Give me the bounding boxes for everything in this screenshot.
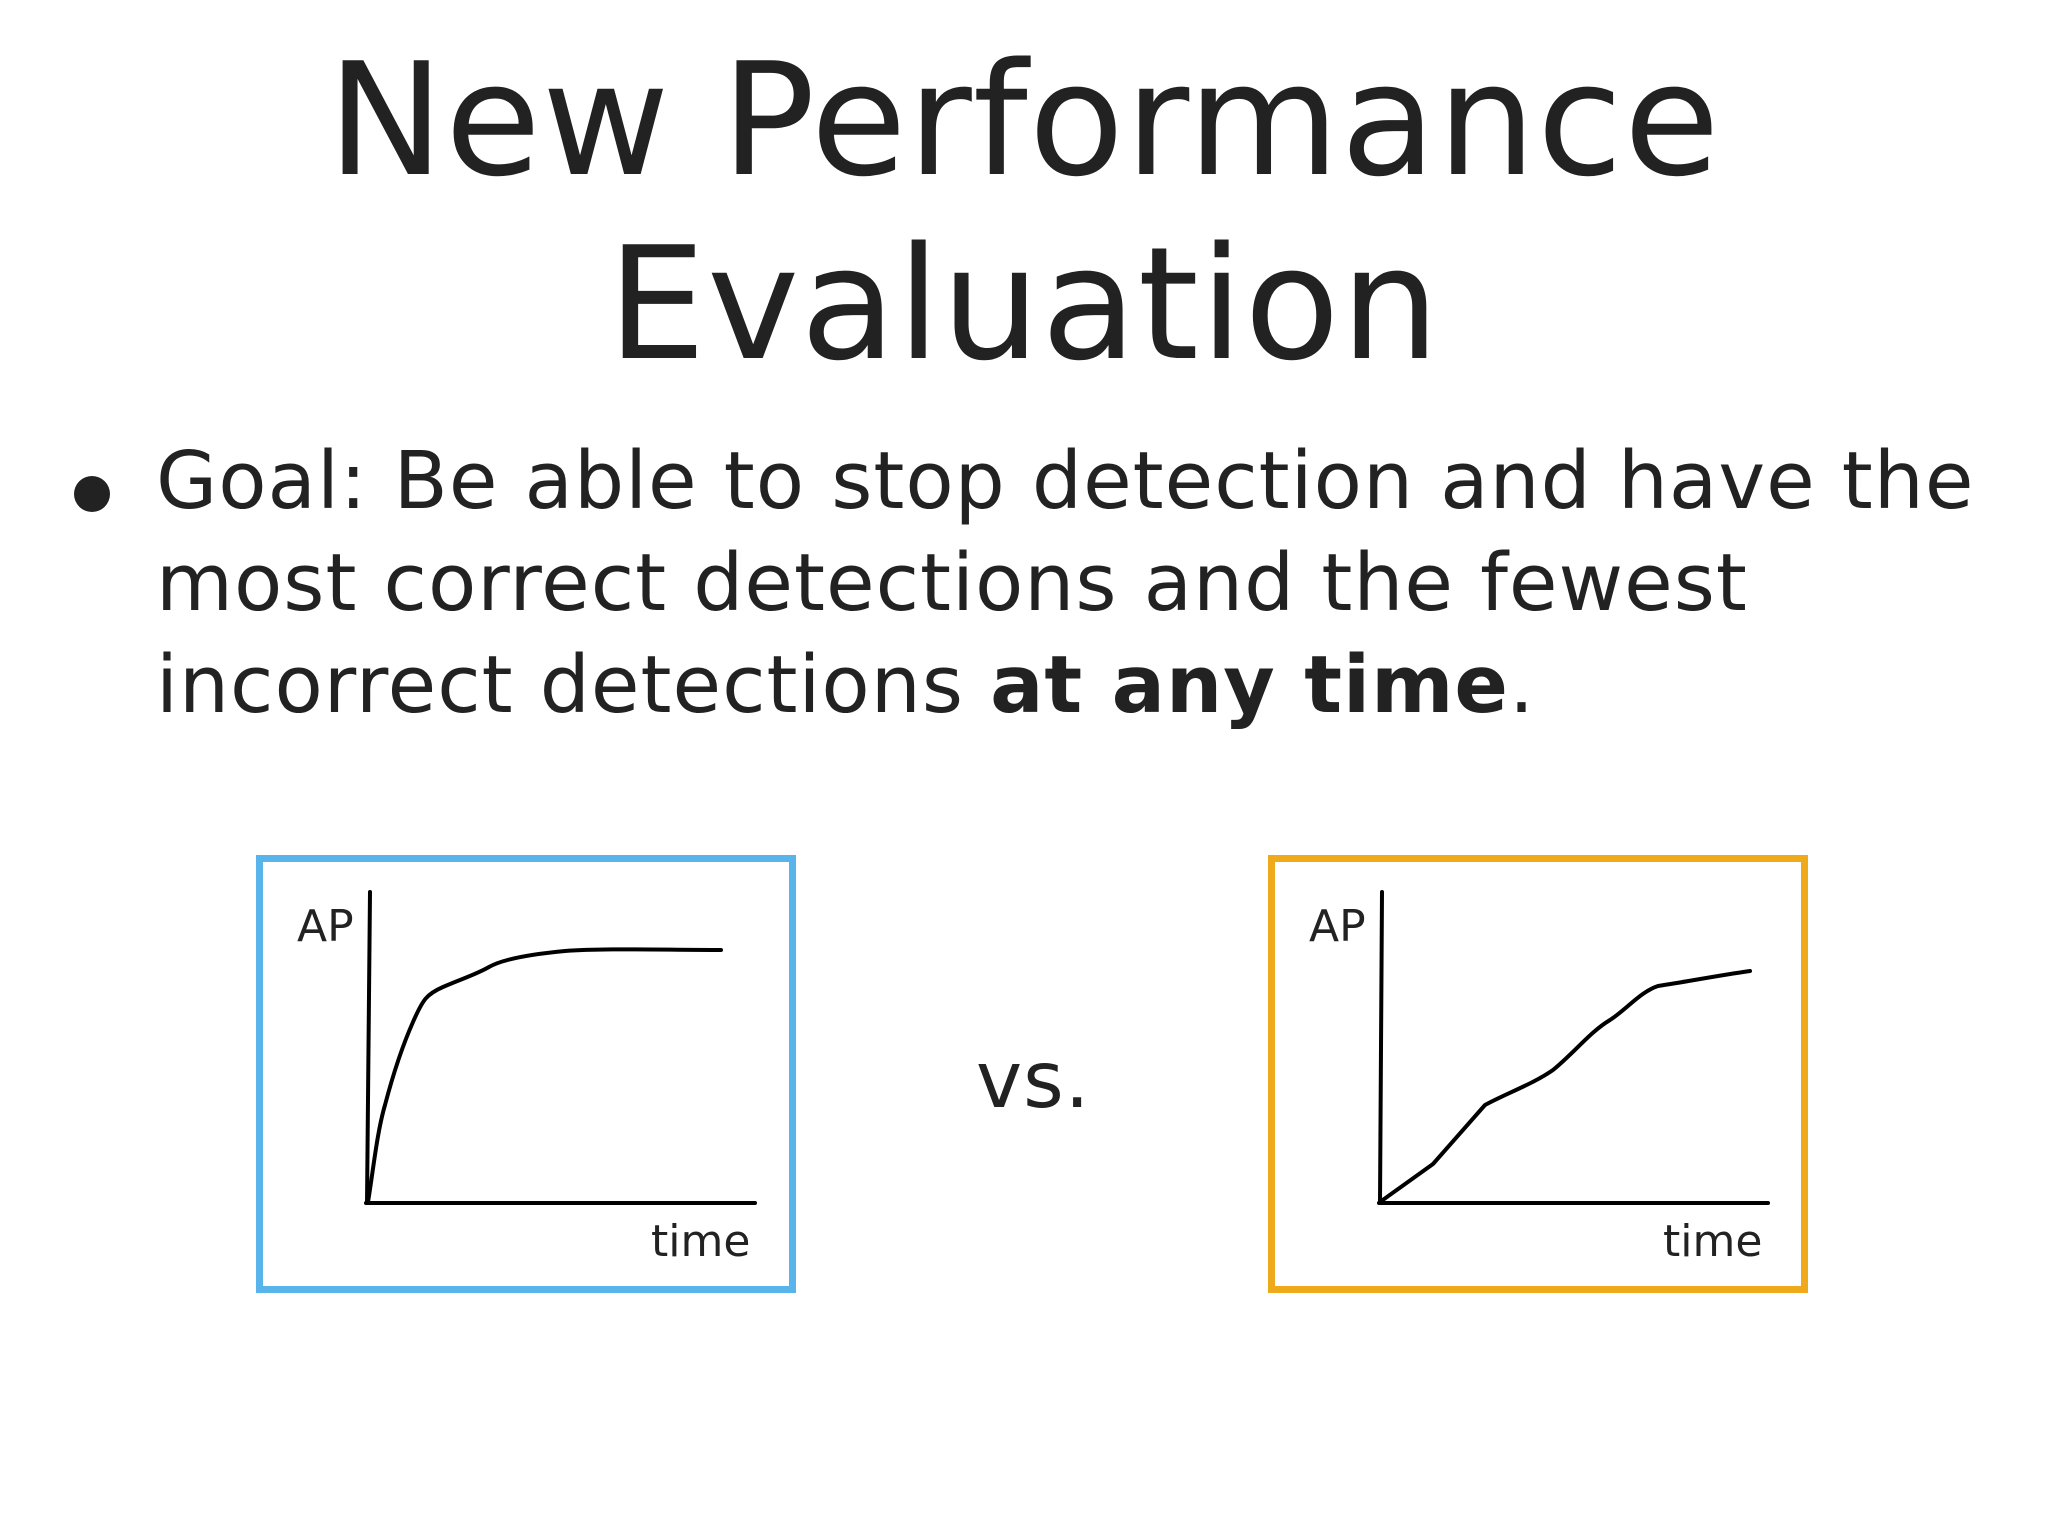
chart-left-drawing	[364, 890, 757, 1205]
chart-left-xlabel: time	[651, 1216, 751, 1267]
chart-right-xlabel: time	[1663, 1216, 1763, 1267]
goal-text-end: .	[1508, 639, 1536, 731]
goal-text-bold: at any time	[990, 639, 1509, 731]
slide-title: New Performance Evaluation	[0, 28, 2048, 396]
chart-left-y-axis	[365, 890, 372, 1205]
slide-title-line-1: New Performance	[327, 29, 1721, 211]
chart-left-ylabel: AP	[297, 901, 354, 952]
bullet-dot-icon	[74, 476, 110, 512]
chart-right-ap-curve	[1378, 969, 1752, 1204]
vs-label: vs.	[976, 1036, 1091, 1126]
goal-text-regular: Goal: Be able to stop detection and have…	[156, 435, 1975, 731]
chart-left-ap-curve	[366, 947, 723, 1204]
chart-right-drawing	[1377, 890, 1770, 1205]
chart-right-ylabel: AP	[1309, 901, 1366, 952]
goal-bullet-text: Goal: Be able to stop detection and have…	[156, 430, 2016, 736]
slide-title-line-2: Evaluation	[607, 213, 1441, 395]
chart-ap-fast-saturation: AP time	[256, 855, 796, 1293]
chart-right-y-axis	[1378, 890, 1384, 1205]
chart-ap-steady-increase: AP time	[1268, 855, 1808, 1293]
